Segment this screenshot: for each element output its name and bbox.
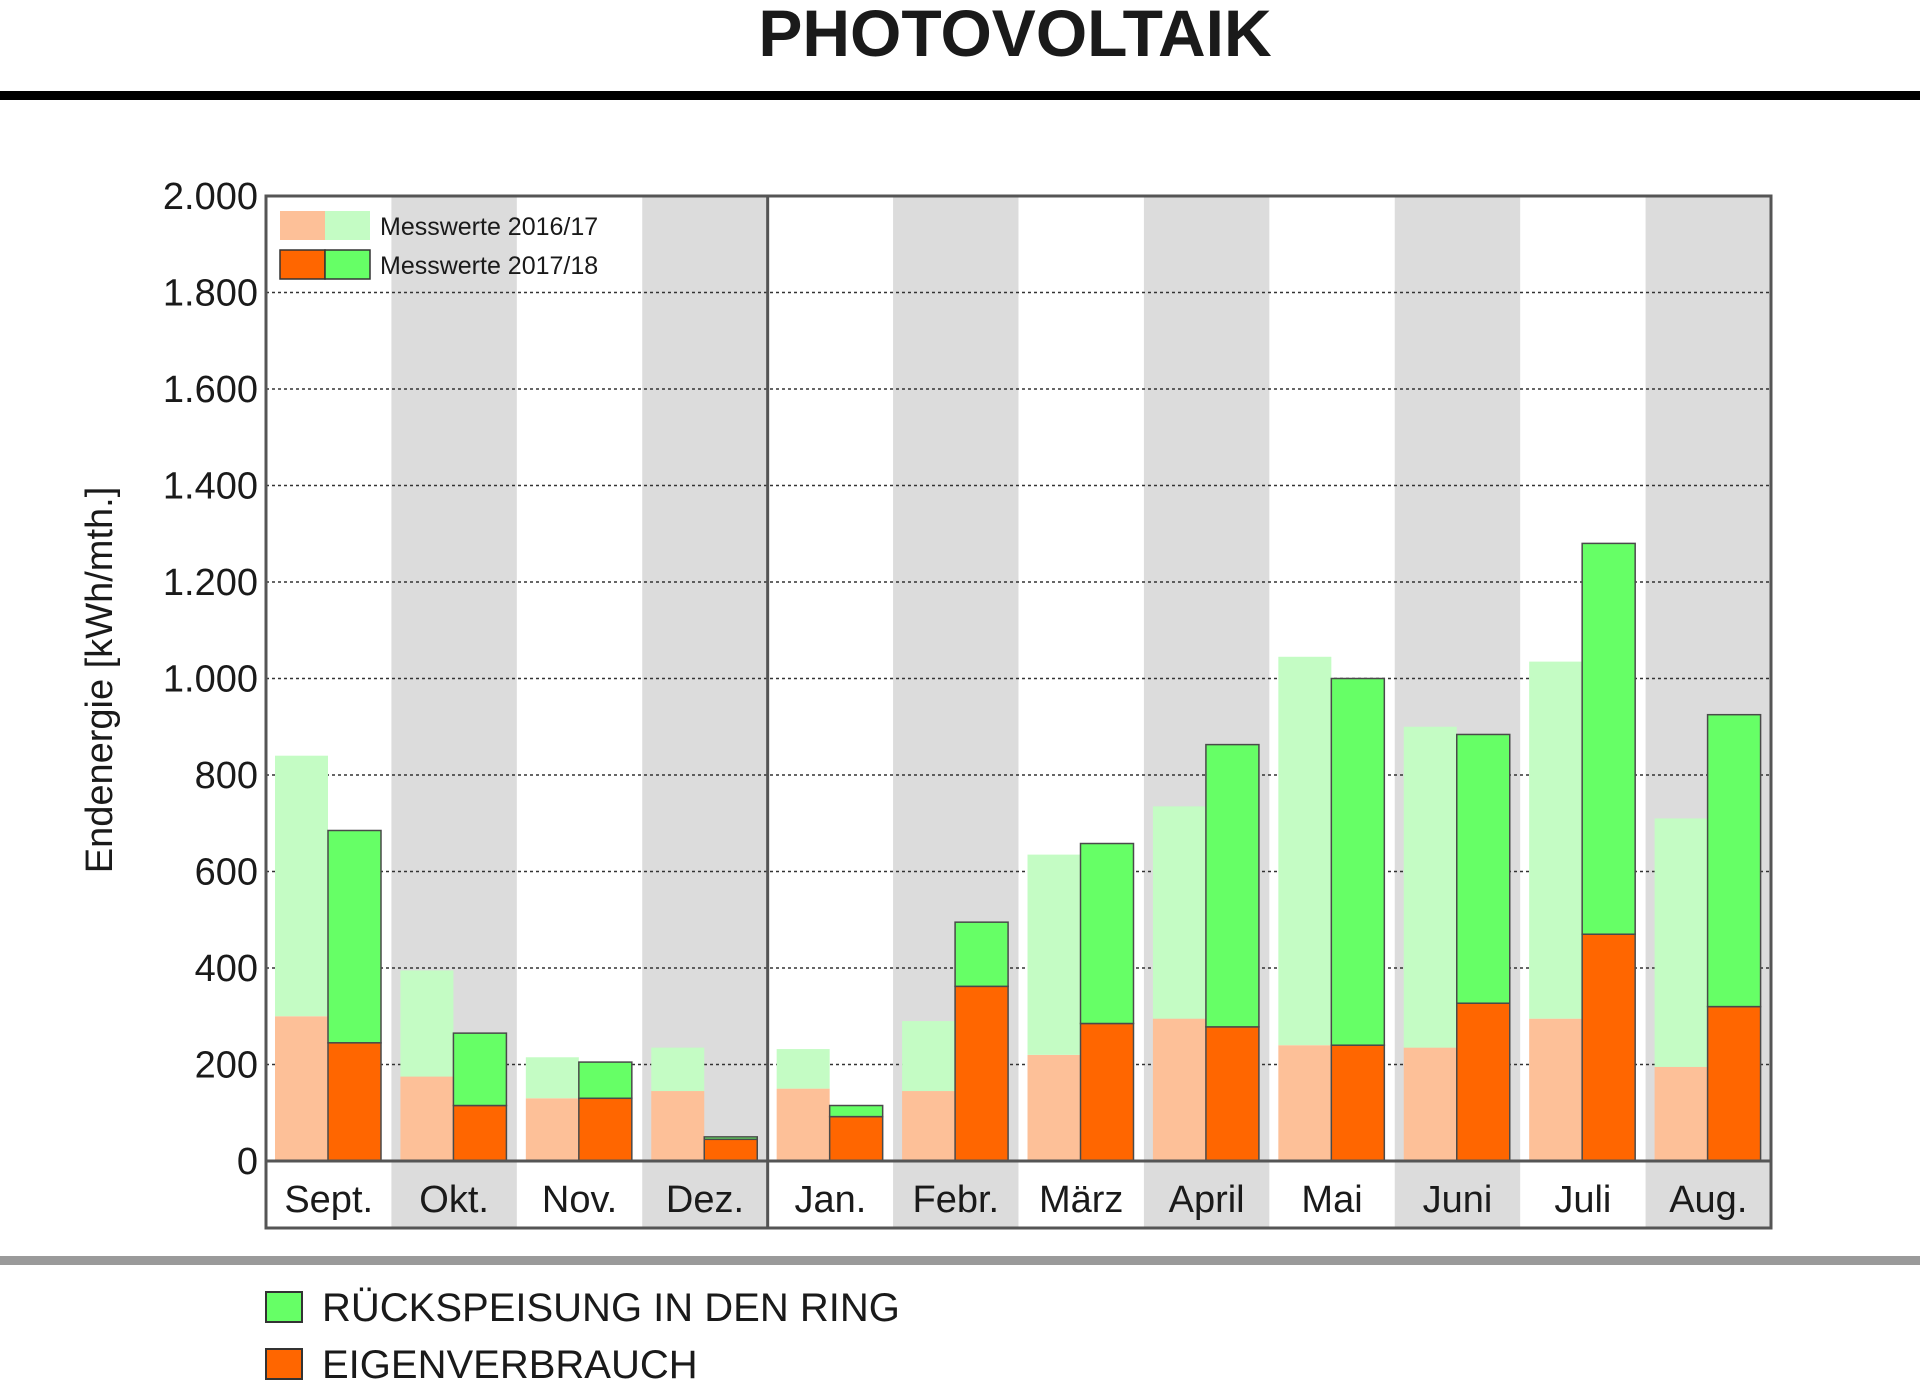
bar-2016-eigenverbrauch — [776, 1088, 830, 1161]
x-tick-label: April — [1169, 1179, 1245, 1221]
bar-2016-rueckspeisung — [902, 1021, 956, 1092]
y-tick-label: 1.200 — [163, 562, 258, 604]
bar-2016-eigenverbrauch — [1278, 1045, 1332, 1161]
bar-2017-eigenverbrauch — [327, 1042, 382, 1162]
bar-2017-rueckspeisung — [578, 1061, 633, 1100]
x-tick-label: Okt. — [419, 1179, 489, 1221]
bottom-legend: RÜCKSPEISUNG IN DEN RING EIGENVERBRAUCH — [265, 1286, 900, 1387]
bar-2017-rueckspeisung — [1456, 733, 1511, 1004]
bar-2017-eigenverbrauch — [1706, 1005, 1762, 1162]
y-tick-label: 0 — [237, 1141, 258, 1183]
bar-2016-eigenverbrauch — [1403, 1047, 1457, 1161]
x-tick-label: Juni — [1423, 1179, 1493, 1221]
y-tick-label: 2.000 — [163, 176, 258, 218]
y-tick-label: 600 — [195, 852, 258, 894]
bar-2016-rueckspeisung — [776, 1049, 830, 1089]
legend-label: Messwerte 2017/18 — [380, 252, 598, 280]
bar-2017-rueckspeisung — [452, 1032, 508, 1107]
legend-label: Messwerte 2016/17 — [380, 213, 598, 241]
y-axis-label: Endenergie [kWh/mth.] — [79, 487, 121, 874]
y-tick-label: 1.400 — [163, 466, 258, 508]
bar-2017-rueckspeisung — [1330, 677, 1386, 1046]
legend-swatch — [265, 1348, 303, 1380]
bar-2017-eigenverbrauch — [703, 1138, 758, 1162]
bar-2016-rueckspeisung — [1403, 726, 1457, 1048]
bar-2016-rueckspeisung — [651, 1047, 705, 1092]
legend-swatch-eigen — [279, 249, 326, 280]
bar-2016-eigenverbrauch — [400, 1076, 454, 1161]
bar-2017-rueckspeisung — [828, 1104, 884, 1118]
bar-2016-eigenverbrauch — [902, 1091, 956, 1161]
bar-2016-eigenverbrauch — [1654, 1066, 1708, 1161]
x-tick-label: Dez. — [666, 1179, 744, 1221]
inner-legend: Messwerte 2016/17 Messwerte 2017/18 — [279, 211, 598, 280]
y-tick-label: 200 — [195, 1045, 258, 1087]
bar-2017-eigenverbrauch — [1205, 1026, 1260, 1162]
bar-2016-eigenverbrauch — [1529, 1018, 1583, 1161]
bar-2017-eigenverbrauch — [1456, 1002, 1511, 1162]
x-tick-label: Mai — [1301, 1179, 1362, 1221]
bar-2017-rueckspeisung — [327, 829, 382, 1044]
bar-2017-rueckspeisung — [703, 1136, 758, 1141]
bar-2016-rueckspeisung — [1152, 806, 1206, 1019]
bar-2017-rueckspeisung — [954, 921, 1009, 988]
x-tick-label: Juli — [1554, 1179, 1611, 1221]
bar-2017-eigenverbrauch — [1330, 1044, 1386, 1162]
bar-2016-rueckspeisung — [1027, 854, 1081, 1055]
y-tick-label: 400 — [195, 948, 258, 990]
y-tick-label: 1.800 — [163, 273, 258, 315]
bar-2017-rueckspeisung — [1581, 542, 1636, 935]
bar-2016-eigenverbrauch — [275, 1016, 328, 1161]
plot-frame — [264, 194, 1773, 1230]
page-title: PHOTOVOLTAIK — [758, 0, 1272, 70]
bar-2016-eigenverbrauch — [1152, 1018, 1206, 1161]
footer-rule — [0, 1256, 1920, 1265]
legend-label: RÜCKSPEISUNG IN DEN RING — [322, 1286, 900, 1330]
x-tick-label: Sept. — [284, 1179, 373, 1221]
x-tick-label: März — [1039, 1179, 1123, 1221]
y-tick-label: 1.000 — [163, 659, 258, 701]
x-tick-label: Febr. — [912, 1179, 999, 1221]
bar-2017-eigenverbrauch — [828, 1115, 884, 1162]
y-tick-label: 1.600 — [163, 369, 258, 411]
bar-2017-rueckspeisung — [1079, 842, 1135, 1025]
x-tick-label: Jan. — [794, 1179, 866, 1221]
bar-2016-rueckspeisung — [525, 1057, 579, 1099]
bar-2017-eigenverbrauch — [578, 1097, 633, 1162]
legend-label: EIGENVERBRAUCH — [322, 1343, 698, 1387]
bar-2017-eigenverbrauch — [452, 1104, 508, 1162]
bar-2017-eigenverbrauch — [1079, 1022, 1135, 1162]
title-rule — [0, 91, 1920, 100]
bar-2016-eigenverbrauch — [651, 1091, 705, 1161]
x-tick-label: Aug. — [1669, 1179, 1747, 1221]
legend-swatch-rueck — [325, 211, 370, 240]
bar-2017-rueckspeisung — [1205, 743, 1260, 1028]
bar-2016-rueckspeisung — [400, 970, 454, 1077]
bar-2016-eigenverbrauch — [525, 1098, 579, 1161]
bar-2016-rueckspeisung — [275, 755, 328, 1017]
bar-2016-eigenverbrauch — [1027, 1054, 1081, 1161]
x-tick-label: Nov. — [542, 1179, 617, 1221]
legend-swatch-eigen — [280, 211, 325, 240]
bar-2017-eigenverbrauch — [954, 985, 1009, 1162]
legend-swatch — [265, 1291, 303, 1323]
bar-2017-eigenverbrauch — [1581, 933, 1636, 1162]
bar-2016-rueckspeisung — [1529, 661, 1583, 1019]
bar-2016-rueckspeisung — [1278, 656, 1332, 1046]
bar-2016-rueckspeisung — [1654, 818, 1708, 1067]
bar-2017-rueckspeisung — [1706, 713, 1762, 1008]
legend-swatch-rueck — [324, 249, 371, 280]
y-tick-label: 800 — [195, 755, 258, 797]
